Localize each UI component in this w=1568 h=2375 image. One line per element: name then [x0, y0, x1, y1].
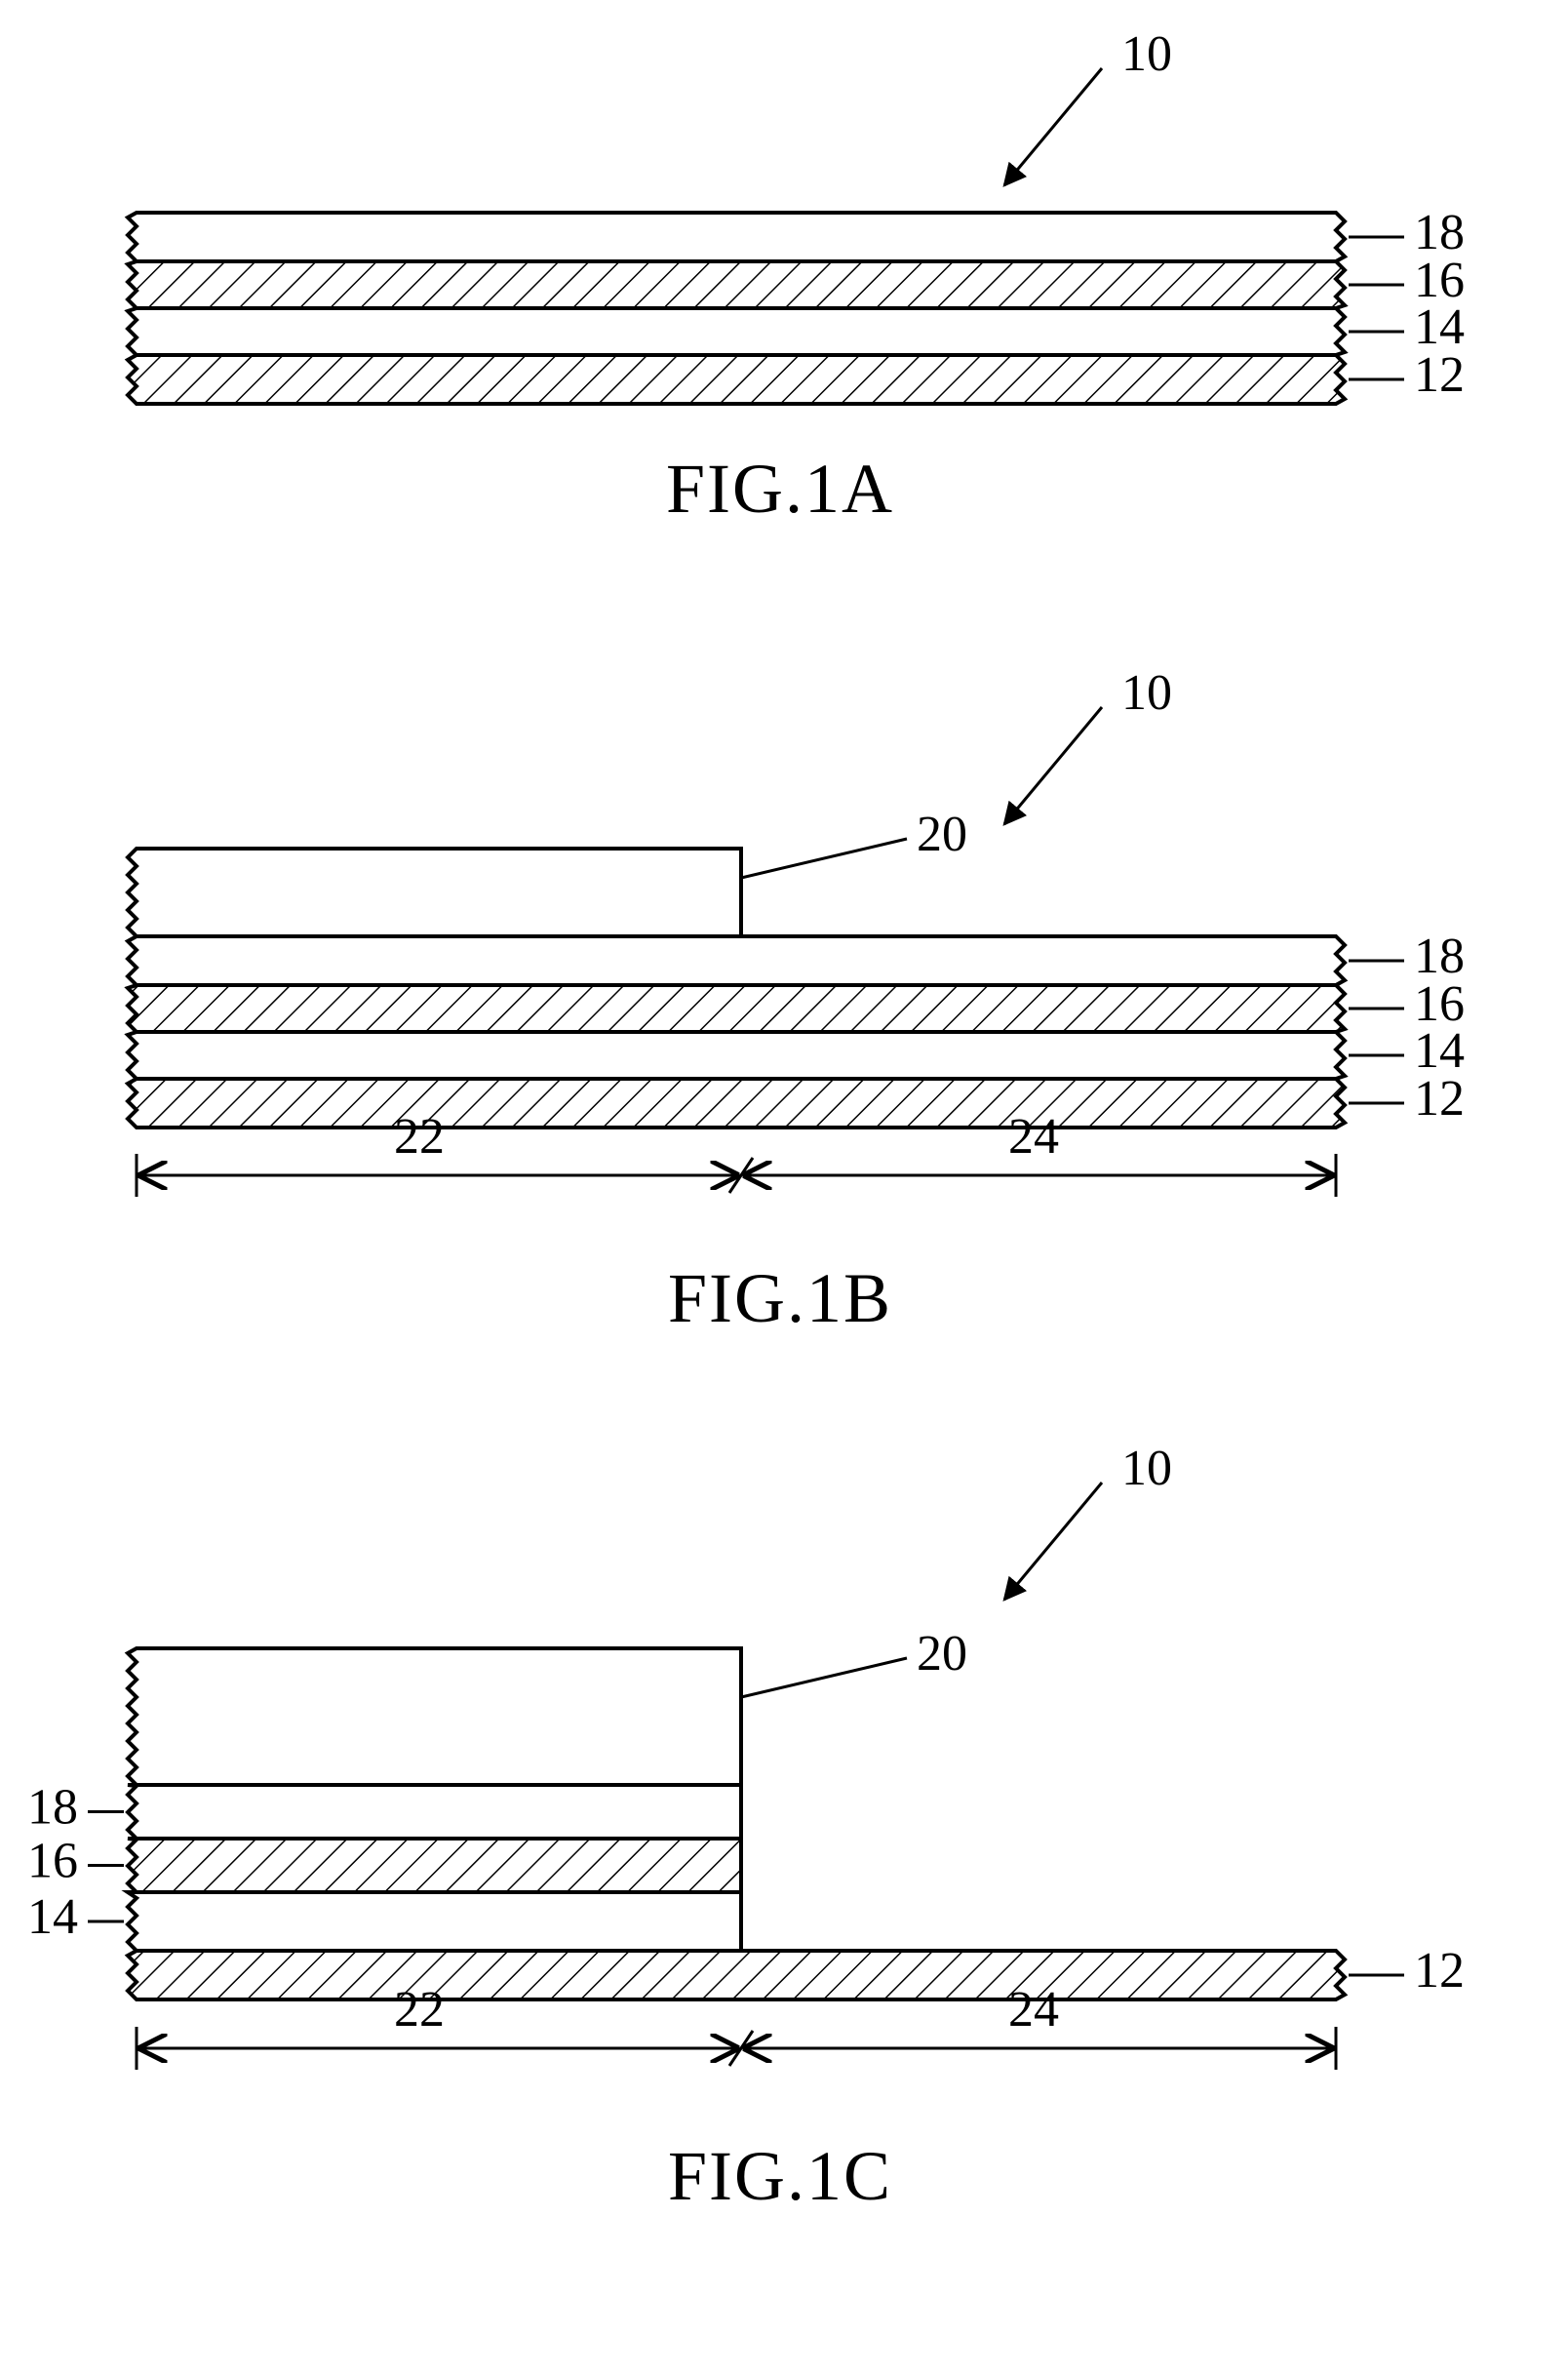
label-14-c: 14 — [27, 1889, 78, 1945]
ref-arrow-10-a — [1004, 68, 1102, 185]
layer-14-b — [128, 1032, 1345, 1079]
caption-text: FIG.1C — [668, 2137, 892, 2215]
caption-text: FIG.1B — [668, 1259, 892, 1337]
label-20-b: 20 — [917, 807, 967, 862]
layer-16-b — [128, 985, 1345, 1032]
ref-label-10-b: 10 — [1121, 665, 1172, 721]
layer-14-c — [128, 1892, 741, 1951]
figure-caption-c: FIG.1C — [585, 2136, 975, 2217]
layer-16-c — [128, 1839, 741, 1892]
layer-14 — [128, 308, 1345, 355]
label-12-c: 12 — [1414, 1943, 1465, 1999]
block-20-b — [128, 849, 741, 936]
layer-18-b — [128, 936, 1345, 985]
layer-12-b — [128, 1079, 1345, 1128]
diagram-canvas: 1018161412102018161412222410201416181222… — [0, 0, 1568, 2375]
label-18-c: 18 — [27, 1779, 78, 1835]
layer-18-c — [128, 1785, 741, 1839]
dim-label-24-b: 24 — [1008, 1109, 1059, 1165]
figure-caption-b: FIG.1B — [585, 1258, 975, 1339]
ref-arrow-10-b — [1004, 707, 1102, 824]
block-20-c — [128, 1648, 741, 1785]
ref-arrow-10-c — [1004, 1483, 1102, 1600]
dim-label-24-c: 24 — [1008, 1982, 1059, 2038]
dim-label-22-b: 22 — [394, 1109, 445, 1165]
ref-label-10-c: 10 — [1121, 1441, 1172, 1496]
layer-12 — [128, 355, 1345, 404]
ref-label-10-a: 10 — [1121, 26, 1172, 82]
dim-label-22-c: 22 — [394, 1982, 445, 2038]
label-20-c: 20 — [917, 1626, 967, 1682]
figure-caption-a: FIG.1A — [585, 449, 975, 530]
leader-20-c — [741, 1658, 907, 1697]
label-12-b: 12 — [1414, 1071, 1465, 1127]
label-16-c: 16 — [27, 1833, 78, 1888]
layer-18 — [128, 213, 1345, 261]
caption-text: FIG.1A — [666, 450, 894, 528]
layer-16 — [128, 261, 1345, 308]
label-12-a: 12 — [1414, 347, 1465, 403]
leader-20-b — [741, 839, 907, 878]
layer-12-c — [128, 1951, 1345, 1999]
